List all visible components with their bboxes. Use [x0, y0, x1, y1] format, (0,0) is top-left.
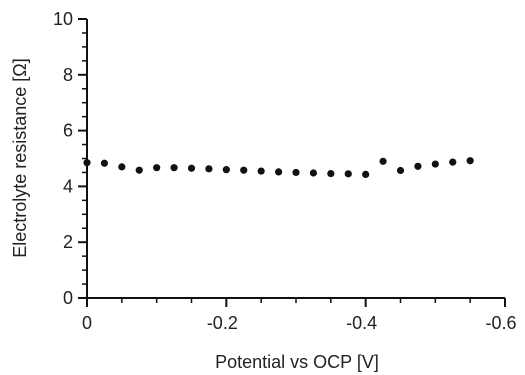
y-tick-label: 2 [63, 232, 73, 252]
data-point [327, 169, 335, 178]
data-point [362, 170, 370, 179]
x-tick-label: -0.2 [207, 313, 238, 333]
data-point [135, 166, 143, 174]
data-point [466, 157, 474, 165]
data-point [205, 165, 213, 173]
x-tick-label: -0.4 [346, 313, 377, 333]
data-point [153, 164, 161, 172]
y-tick-label: 6 [63, 121, 73, 141]
y-tick-label: 0 [63, 288, 73, 308]
data-point [396, 166, 405, 175]
data-point [83, 159, 91, 167]
data-point [100, 159, 109, 167]
y-tick-label: 4 [63, 176, 73, 196]
y-tick-label: 8 [63, 65, 73, 85]
data-points [83, 157, 474, 179]
data-point [257, 167, 265, 175]
data-point [344, 170, 352, 178]
data-point [431, 160, 439, 168]
x-tick-label: -0.6 [485, 313, 516, 333]
data-point [449, 158, 457, 166]
data-point [292, 168, 300, 177]
x-axis: 0 -0.2 -0.4 -0.6 [82, 297, 517, 333]
data-point [170, 164, 178, 172]
y-axis-title: Electrolyte resistance [Ω] [10, 58, 30, 258]
y-tick-label: 10 [53, 9, 73, 29]
y-axis: 0 2 4 6 8 10 [53, 9, 88, 308]
x-tick-label: 0 [82, 313, 92, 333]
data-point [222, 166, 230, 174]
data-point [274, 168, 283, 176]
data-point [414, 162, 422, 170]
x-axis-title: Potential vs OCP [V] [215, 352, 379, 372]
data-point [240, 166, 248, 174]
data-point [309, 169, 318, 177]
data-point [118, 163, 126, 171]
data-point [379, 157, 387, 165]
data-point [187, 164, 196, 172]
